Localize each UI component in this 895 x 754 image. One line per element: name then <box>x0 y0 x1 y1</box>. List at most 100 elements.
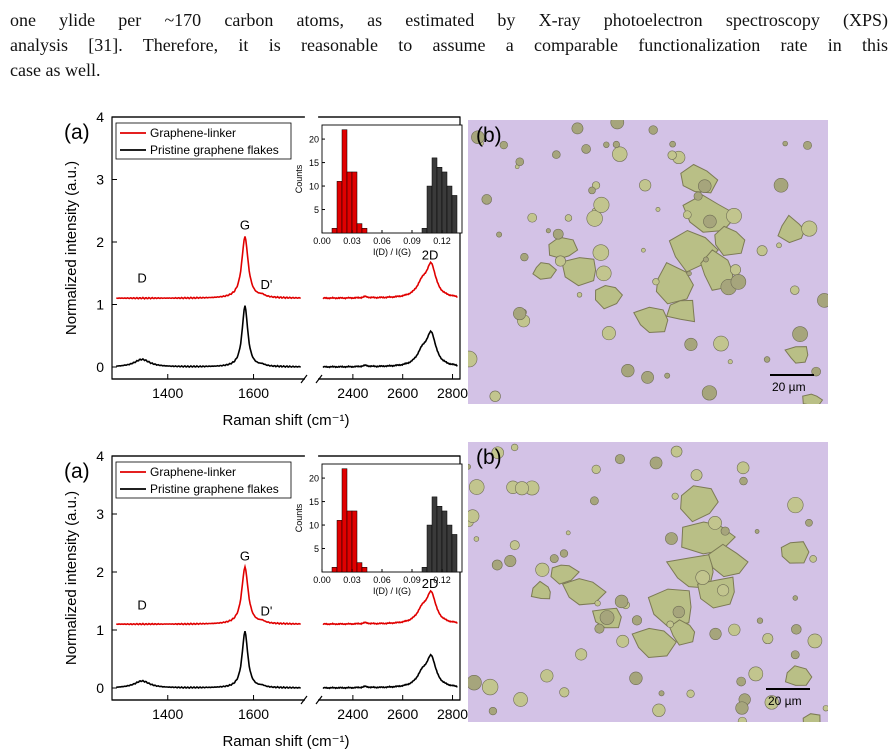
y-tick-label: 2 <box>96 564 104 580</box>
inset-y-tick-label: 15 <box>309 497 319 507</box>
graphene-flake <box>671 492 679 500</box>
x-tick-label: 2600 <box>387 385 418 401</box>
x-tick-label: 2600 <box>387 706 418 722</box>
graphene-flake <box>614 454 625 465</box>
graphene-flake <box>714 225 746 257</box>
histogram-bar <box>351 171 358 234</box>
graphene-flake <box>792 595 798 601</box>
graphene-flake <box>680 485 719 523</box>
axis-break-gap <box>304 116 319 380</box>
panel-a-label: (a) <box>64 121 90 144</box>
histogram-bar <box>346 510 353 573</box>
x-axis-label: Raman shift (cm⁻¹) <box>222 412 349 429</box>
graphene-flake <box>509 540 520 551</box>
y-tick-label: 0 <box>96 359 104 375</box>
inset-y-tick-label: 15 <box>309 158 319 168</box>
legend-box <box>115 122 292 160</box>
histogram-bar <box>356 223 363 234</box>
peak-label-d: D <box>137 598 146 613</box>
graphene-flake <box>754 529 760 534</box>
graphene-flake <box>559 549 569 558</box>
histogram-bar <box>426 185 433 234</box>
graphene-flake <box>552 150 561 159</box>
inset-x-tick-label: 0.09 <box>403 236 421 246</box>
graphene-flake <box>593 196 610 213</box>
graphene-flake <box>736 676 746 687</box>
peak-label-d: D <box>137 271 146 286</box>
graphene-flake <box>549 554 559 564</box>
graphene-flake <box>513 692 528 707</box>
graphene-flake <box>468 350 478 368</box>
graphene-flake <box>581 144 591 154</box>
graphene-flake <box>682 210 692 220</box>
graphene-flake <box>594 284 624 310</box>
graphene-flake <box>603 141 610 148</box>
legend-box <box>115 461 292 499</box>
graphene-flake <box>596 265 612 282</box>
graphene-flake <box>561 257 597 287</box>
graphene-flake <box>554 255 566 267</box>
scale-bar-label: 20 µm <box>772 380 806 394</box>
graphene-flake <box>655 262 694 305</box>
x-axis-label: Raman shift (cm⁻¹) <box>222 733 349 750</box>
raman-chart: 0 1 2 3 4 1400 1600 2400 2600 2800 Normalized inte… <box>63 112 468 429</box>
inset-x-tick-label: 0.06 <box>373 236 391 246</box>
graphene-flake <box>764 695 779 710</box>
graphene-flake <box>805 518 813 527</box>
peak-label-g: G <box>240 548 250 563</box>
graphene-flake <box>633 306 669 334</box>
graphene-flake <box>777 214 806 244</box>
graphene-flake <box>491 559 503 571</box>
graphene-flake <box>720 526 730 536</box>
graphene-flake <box>728 623 741 636</box>
spectrum-pristine-graphene-left <box>116 305 301 369</box>
inset-y-tick-label: 20 <box>309 474 319 484</box>
y-tick-label: 0 <box>96 680 104 696</box>
graphene-flake <box>782 140 788 147</box>
graphene-flake <box>784 665 813 686</box>
graphene-flake <box>739 476 748 486</box>
graphene-flake <box>629 671 643 685</box>
graphene-flake <box>666 299 696 323</box>
x-tick-label: 2400 <box>337 385 368 401</box>
histogram-bar <box>331 567 338 573</box>
x-tick-label: 2800 <box>437 706 468 722</box>
graphene-flake <box>641 247 646 253</box>
graphene-flake <box>589 496 599 506</box>
graphene-flake <box>666 620 674 628</box>
graphene-flake <box>664 372 671 379</box>
inset-y-tick-label: 5 <box>314 205 319 215</box>
histogram-bar <box>346 171 353 234</box>
micrograph-panel: (b) 20 µm <box>468 120 828 404</box>
inset-x-tick-label: 0.03 <box>343 575 361 585</box>
graphene-flake <box>631 627 677 659</box>
graphene-flake <box>545 228 551 234</box>
graphene-flake <box>592 244 610 261</box>
graphene-flake <box>594 600 601 607</box>
graphene-flake <box>717 584 730 597</box>
inset-y-tick-label: 20 <box>309 135 319 145</box>
x-tick-label: 1600 <box>238 385 269 401</box>
peak-label-2d: 2D <box>422 576 439 591</box>
scale-bar-label: 20 µm <box>768 694 802 708</box>
graphene-flake <box>591 464 601 474</box>
graphene-flake <box>684 337 698 351</box>
graphene-flake <box>468 479 485 495</box>
inset-y-tick-label: 10 <box>309 182 319 192</box>
inset-y-axis-label: Counts <box>294 164 304 193</box>
histogram-bar <box>441 510 448 573</box>
spectrum-pristine-graphene-left <box>116 631 301 690</box>
graphene-flake <box>548 236 579 259</box>
graphene-flake <box>564 214 573 222</box>
graphene-flake <box>648 125 658 135</box>
graphene-flake <box>708 516 722 530</box>
graphene-flake <box>735 701 749 715</box>
paragraph-line: analysis [31]. Therefore, it is reasonab… <box>10 35 888 55</box>
graphene-flake <box>473 536 480 542</box>
inset-y-tick-label: 5 <box>314 544 319 554</box>
graphene-flake <box>693 191 703 201</box>
graphene-flake <box>803 140 812 150</box>
figure-bottom: 0 1 2 3 4 1400 1600 2400 2600 2800 Normalized inte… <box>0 436 895 754</box>
graphene-flake <box>784 346 809 364</box>
graphene-flake <box>621 363 635 378</box>
